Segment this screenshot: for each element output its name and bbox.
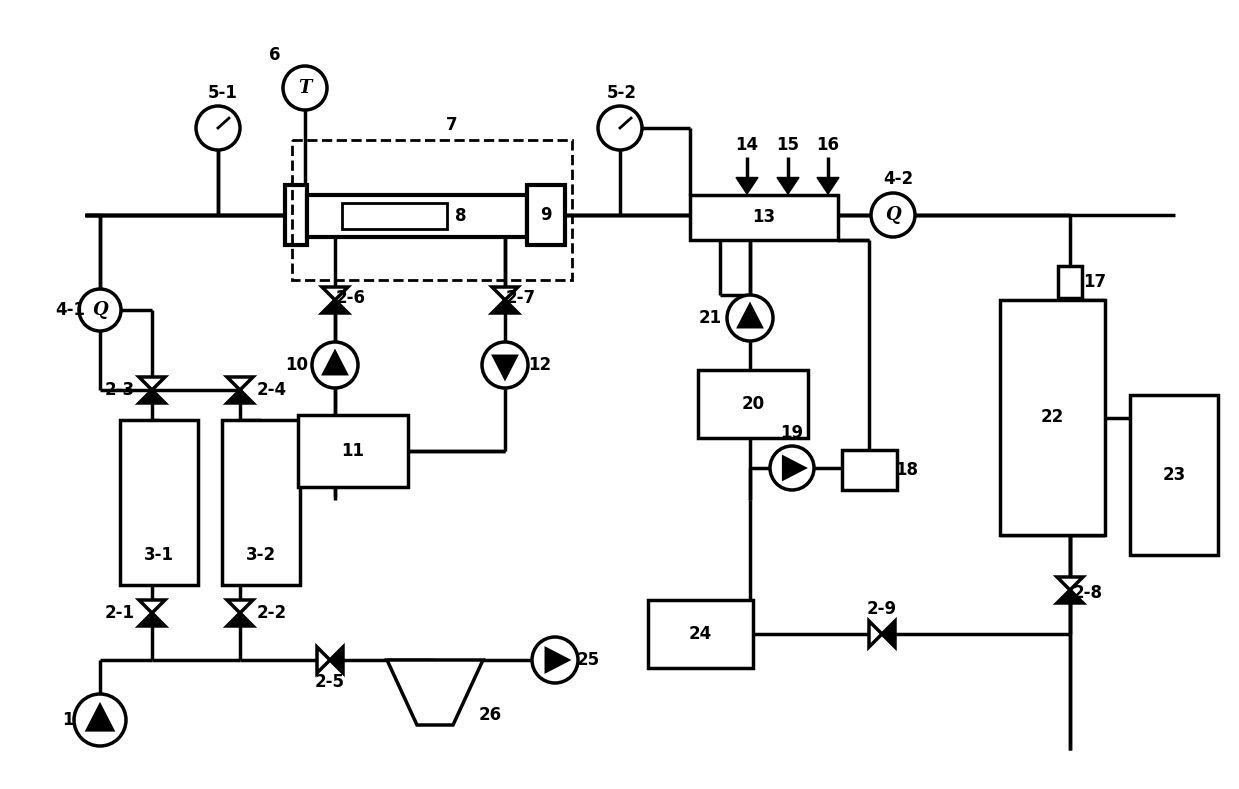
Text: 23: 23 [1162,466,1186,484]
Polygon shape [323,353,346,374]
Text: 10: 10 [285,356,309,374]
Polygon shape [1057,577,1083,590]
Polygon shape [783,458,804,479]
Text: 4-2: 4-2 [883,170,913,188]
Text: 2-4: 2-4 [256,381,287,399]
Text: 24: 24 [689,625,711,643]
Text: 4-1: 4-1 [55,301,85,319]
Text: Q: Q [885,206,901,224]
Polygon shape [139,600,165,613]
Circle shape [79,289,121,331]
Text: 2-7: 2-7 [506,289,536,307]
Polygon shape [227,390,253,403]
Text: 2-9: 2-9 [867,600,897,618]
Bar [1058,266,1082,298]
Circle shape [196,106,240,150]
Text: 22: 22 [1041,408,1063,426]
Circle shape [312,342,358,388]
Text: 3-1: 3-1 [144,546,173,564]
Text: 5-2: 5-2 [607,84,637,102]
Polygon shape [139,377,165,390]
Bar [698,370,808,438]
Text: 16: 16 [817,136,840,154]
Text: 2-2: 2-2 [256,604,287,622]
Circle shape [871,193,914,237]
Text: 25: 25 [576,651,600,669]
Text: 6: 6 [269,46,281,64]
Bar [285,185,307,245]
Text: 2-6: 2-6 [336,289,366,307]
Bar [527,185,565,245]
Circle shape [282,66,327,110]
Polygon shape [227,600,253,613]
Text: 3-2: 3-2 [245,546,276,564]
Text: 9: 9 [540,206,551,224]
Text: T: T [299,79,312,97]
Text: 2-5: 2-5 [315,673,344,691]
Text: 26: 26 [478,706,502,724]
Bar [307,195,527,237]
Text: 2-8: 2-8 [1073,584,1103,602]
Text: 8: 8 [455,207,467,225]
Polygon shape [546,649,567,671]
Circle shape [482,342,528,388]
Circle shape [727,295,773,341]
Text: 12: 12 [529,356,551,374]
Text: 19: 19 [781,424,804,442]
Text: 14: 14 [736,136,758,154]
Bar [1130,395,1218,555]
Bar [648,600,753,668]
Text: 21: 21 [699,309,721,327]
Text: 17: 17 [1083,273,1106,291]
Text: 2-3: 2-3 [105,381,135,399]
Polygon shape [869,621,882,647]
Bar [292,140,572,280]
Circle shape [769,446,814,490]
Text: 1: 1 [62,711,74,729]
Polygon shape [317,647,330,673]
Polygon shape [736,178,758,194]
Text: Q: Q [92,301,108,319]
Polygon shape [492,287,518,300]
Bar [342,203,447,229]
Bar [299,415,408,487]
Polygon shape [494,357,515,378]
Polygon shape [492,300,518,313]
Circle shape [598,106,642,150]
Text: 7: 7 [446,116,458,134]
Circle shape [74,694,126,746]
Polygon shape [882,621,895,647]
Text: 20: 20 [741,395,764,413]
Text: 11: 11 [342,442,364,460]
Text: 2-1: 2-1 [105,604,135,622]
Polygon shape [322,287,348,300]
Polygon shape [330,647,343,673]
Text: 18: 18 [896,461,918,479]
Bar [120,420,198,585]
Polygon shape [139,613,165,626]
Bar [843,450,897,490]
Text: 15: 15 [777,136,799,154]
Polygon shape [738,305,761,327]
Polygon shape [139,390,165,403]
Bar [222,420,300,585]
Circle shape [532,637,579,683]
Bar [690,195,838,240]
Polygon shape [227,377,253,390]
Polygon shape [777,178,799,194]
Text: 5-1: 5-1 [208,84,238,102]
Polygon shape [322,300,348,313]
Polygon shape [227,613,253,626]
Polygon shape [817,178,839,194]
Polygon shape [1057,590,1083,603]
Polygon shape [88,705,113,730]
Polygon shape [387,660,483,725]
Text: 13: 13 [752,208,776,226]
Bar [1000,300,1105,535]
